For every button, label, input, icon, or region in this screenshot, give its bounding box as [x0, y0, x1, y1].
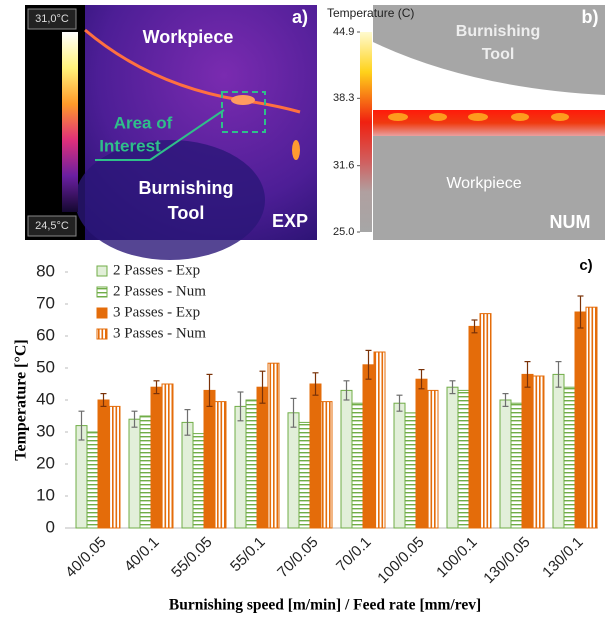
y-tick-label: 10 [36, 485, 55, 504]
tool-region [75, 140, 265, 260]
hot-zone [373, 110, 605, 136]
bar [341, 390, 352, 528]
y-tick-label: 80 [36, 261, 55, 280]
legend-label: 3 Passes - Exp [113, 304, 200, 320]
y-tick-label: 50 [36, 357, 55, 376]
bar [182, 422, 193, 528]
y-tick-label: 70 [36, 293, 55, 312]
colorbar-tick-label: 25.0 [333, 226, 354, 238]
x-tick-label: 100/0.1 [433, 534, 480, 581]
legend-swatch [97, 287, 107, 297]
bar [98, 400, 109, 528]
colorbar-tick-label: 31.6 [333, 160, 354, 172]
legend-label: 3 Passes - Num [113, 325, 206, 341]
area-label: Interest [99, 136, 161, 155]
y-axis-label: Temperature [°C] [13, 339, 30, 460]
bar [129, 419, 140, 528]
figure: 31,0°C 24,5°C Workpiece Area of Interest… [0, 0, 610, 618]
bar [394, 403, 405, 528]
bar [268, 363, 279, 528]
bar [511, 403, 522, 528]
legend-swatch [97, 266, 107, 276]
hot-spot [231, 95, 255, 105]
bar [246, 400, 257, 528]
x-tick-label: 100/0.05 [374, 534, 427, 587]
x-tick-label: 70/0.1 [333, 534, 375, 576]
bar [288, 413, 299, 528]
tag: NUM [550, 212, 591, 232]
bar [533, 376, 544, 528]
bar [363, 365, 374, 528]
bar [162, 384, 173, 528]
bar [299, 422, 310, 528]
bar [575, 312, 586, 528]
bar [480, 314, 491, 528]
workpiece-label: Workpiece [143, 27, 234, 47]
x-tick-label: 40/0.1 [121, 534, 163, 576]
tool-label: Burnishing [456, 23, 540, 40]
bar [374, 352, 385, 528]
legend-label: 2 Passes - Exp [113, 262, 200, 278]
bar [469, 326, 480, 528]
bar [553, 374, 564, 528]
bar [257, 387, 268, 528]
bar [564, 387, 575, 528]
colorbar [62, 32, 78, 212]
bar [109, 406, 120, 528]
x-tick-label: 55/0.05 [168, 534, 215, 581]
x-tick-label: 130/0.05 [480, 534, 533, 587]
workpiece-label: Workpiece [446, 175, 521, 192]
x-tick-label: 55/0.1 [227, 534, 269, 576]
x-tick-label: 70/0.05 [274, 534, 321, 581]
bar [87, 432, 98, 528]
bar [215, 402, 226, 528]
x-tick-label: 130/0.1 [539, 534, 586, 581]
hot-spot [292, 140, 300, 160]
bar [76, 426, 87, 528]
bar [500, 400, 511, 528]
colorbar-title: Temperature (C) [327, 6, 414, 20]
panel-label: b) [582, 7, 599, 27]
tag: EXP [272, 211, 308, 231]
y-tick-label: 20 [36, 453, 55, 472]
bar [427, 390, 438, 528]
area-label: Area of [114, 113, 173, 132]
bar [586, 307, 597, 528]
bar [405, 413, 416, 528]
x-tick-label: 40/0.05 [62, 534, 109, 581]
legend-swatch [97, 329, 107, 339]
colorbar-tick-label: 44.9 [333, 26, 354, 38]
legend-label: 2 Passes - Num [113, 283, 206, 299]
bar [310, 384, 321, 528]
bar [458, 390, 469, 528]
bar [235, 406, 246, 528]
panel-b: Temperature (C) Burnishing Tool Workpiec… [320, 5, 605, 240]
bar [522, 374, 533, 528]
bar [447, 387, 458, 528]
bar [321, 402, 332, 528]
tool-label: Burnishing [139, 178, 234, 198]
scale-min: 24,5°C [35, 220, 69, 232]
panel-label: c) [579, 257, 592, 274]
bar [352, 403, 363, 528]
y-tick-label: 60 [36, 325, 55, 344]
panel-label: a) [292, 7, 308, 27]
bar [193, 434, 204, 528]
legend-swatch [97, 308, 107, 318]
bar [416, 379, 427, 528]
y-tick-label: 0 [46, 517, 55, 536]
tool-label: Tool [168, 203, 205, 223]
scale-max: 31,0°C [35, 13, 69, 25]
colorbar [360, 32, 372, 232]
bar [204, 390, 215, 528]
tool-label: Tool [482, 46, 515, 63]
y-tick-label: 30 [36, 421, 55, 440]
colorbar-tick-label: 38.3 [333, 92, 354, 104]
panel-a: 31,0°C 24,5°C Workpiece Area of Interest… [25, 5, 317, 260]
y-tick-label: 40 [36, 389, 55, 408]
bar [151, 387, 162, 528]
bar [140, 416, 151, 528]
x-axis-label: Burnishing speed [m/min] / Feed rate [mm… [169, 597, 481, 614]
